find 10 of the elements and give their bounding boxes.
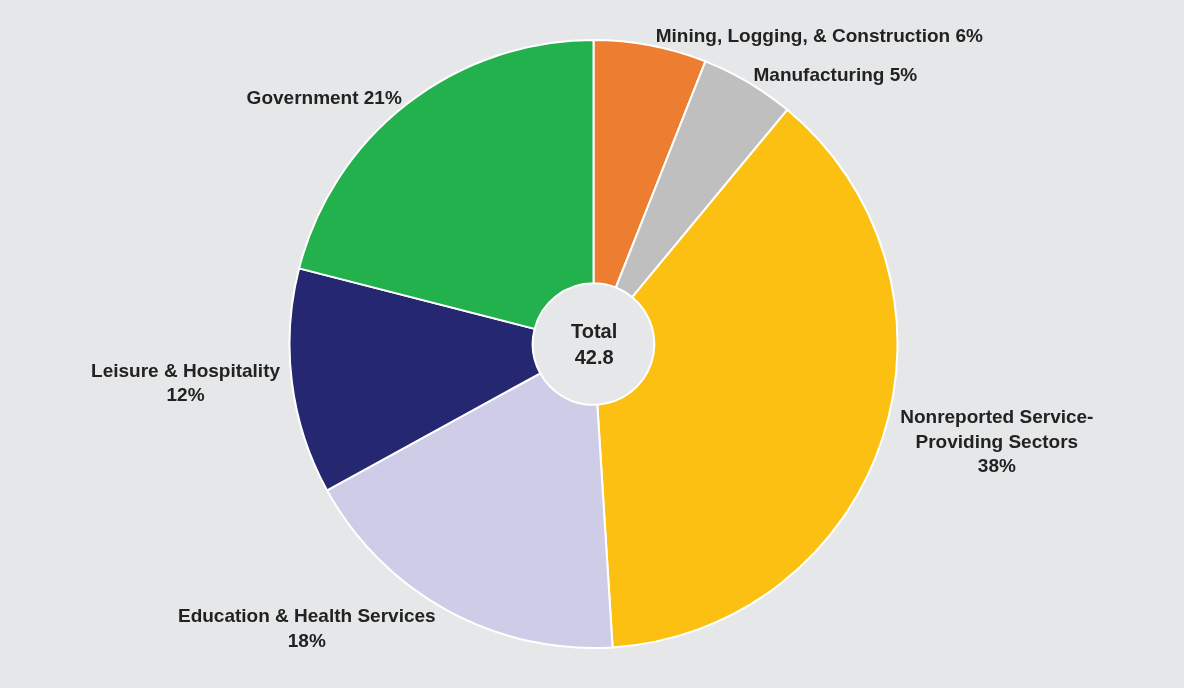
slice-label: Government 21% (246, 86, 402, 108)
text: Total 42.8 (571, 320, 618, 368)
data-label: 12% (166, 384, 205, 406)
slice-label: Leisure & Hospitality (91, 359, 281, 381)
slice-label: Education & Health Services (177, 605, 436, 627)
slice-label: Manufacturing 5% (753, 64, 918, 86)
data-label: 38% (977, 455, 1016, 477)
slice-label: Nonreported Service- Providing Sectors (900, 406, 1094, 452)
slice-label: Mining, Logging, & Construction 6% (655, 24, 983, 46)
data-label: 18% (287, 629, 326, 651)
